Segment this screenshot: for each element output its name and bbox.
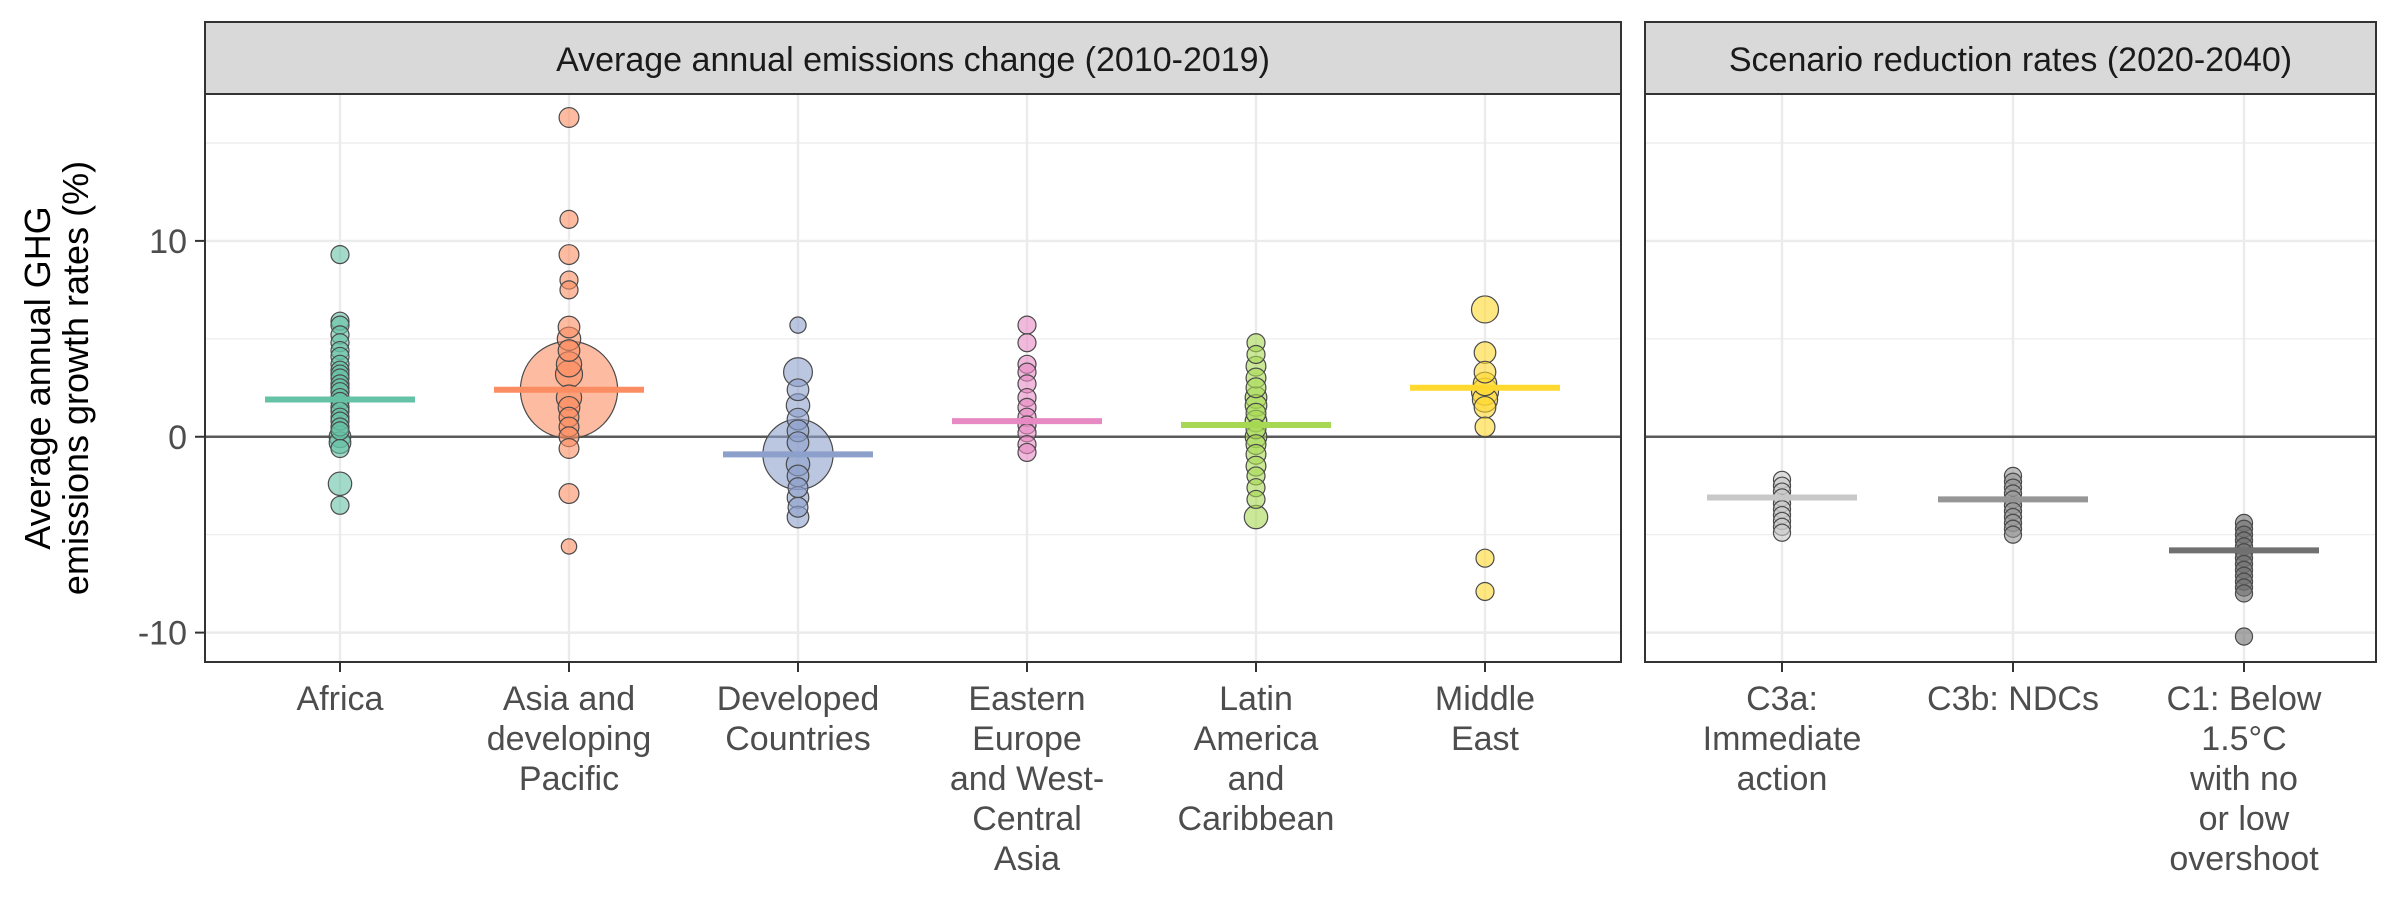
y-tick-label: -10 [138,615,187,653]
data-point [786,378,810,402]
y-axis-label-line: emissions growth rates (%) [55,161,96,595]
data-point [558,244,580,266]
data-point [1475,581,1495,602]
data-point [330,495,350,515]
x-tick-label: America [1194,720,1319,758]
data-point [559,280,579,300]
data-point [557,315,581,339]
data-point [787,496,809,518]
x-tick-label: Eastern [968,680,1085,718]
y-axis: 10 0 -10 [138,223,205,653]
x-tick-label: C1: Below [2167,680,2322,718]
x-tick-label: Pacific [519,760,619,798]
panel-title: Average annual emissions change (2010-20… [556,41,1270,79]
strip-background [1644,21,2377,95]
y-tick-label: 10 [149,223,187,261]
series-0 [265,245,415,515]
x-tick-label: developing [487,720,651,758]
data-point [2234,584,2254,603]
panel-title: Scenario reduction rates (2020-2040) [1729,41,2292,79]
series-1 [494,107,644,555]
x-tick-label: 1.5°C [2201,720,2286,758]
data-point [1473,395,1497,419]
data-point [330,438,350,459]
data-point [557,339,581,362]
data-point [1474,416,1496,438]
x-tick-label: overshoot [2169,840,2319,878]
data-point [789,316,807,334]
data-point [1772,523,1792,542]
x-tick-label: C3b: NDCs [1927,680,2099,718]
panel-1: Scenario reduction rates (2020-2040) C3a:… [1644,21,2377,878]
series-5 [1410,295,1560,602]
x-tick-label: C3a: [1746,680,1818,718]
series-2 [2169,513,2319,646]
data-point [1473,341,1497,364]
data-point [558,483,580,505]
x-tick-label: Central [972,800,1082,838]
series-0 [1707,470,1857,542]
data-point [330,421,350,441]
series-2 [723,316,873,529]
data-point [1017,315,1037,335]
x-tick-label: Developed [717,680,880,718]
x-tick-label: with no [2189,760,2298,798]
data-point [1475,548,1495,568]
x-tick-label: Europe [972,720,1082,758]
strip-background [204,21,1622,95]
data-point [560,538,578,555]
y-axis-label-line: Average annual GHG [17,206,58,550]
data-point [559,209,579,229]
data-point [2234,627,2254,646]
x-tick-label: Countries [725,720,871,758]
series-1 [1938,466,2088,544]
panel-background [1645,94,2376,662]
x-tick-label: East [1451,720,1520,758]
data-point [1470,295,1500,324]
series-3 [952,315,1102,463]
x-tick-label: Africa [297,680,384,718]
data-point [1017,442,1037,463]
data-point [787,477,809,499]
data-point [330,245,350,265]
x-tick-label: and [1228,760,1285,798]
data-point [558,438,580,460]
data-point [786,431,810,455]
x-tick-label: Immediate [1703,720,1862,758]
data-point [1246,489,1266,510]
x-tick-label: action [1737,760,1828,798]
series-4 [1181,333,1331,530]
data-point [1245,377,1267,399]
x-tick-label: and West- [950,760,1104,798]
data-point [2003,525,2023,544]
x-tick-label: or low [2199,800,2290,838]
x-tick-label: Asia and [503,680,635,718]
y-axis-label: Average annual GHGemissions growth rates… [17,161,96,595]
panel-0: Average annual emissions change (2010-20… [204,21,1622,878]
data-point [327,471,353,497]
data-point [1017,333,1037,353]
data-point [558,107,580,129]
x-tick-label: Middle [1435,680,1535,718]
panel-background [205,94,1621,662]
x-tick-label: Asia [994,840,1060,878]
y-tick-label: 0 [168,419,187,457]
x-tick-label: Latin [1219,680,1293,718]
data-point [1246,344,1266,365]
data-point [1473,360,1497,384]
x-tick-label: Caribbean [1178,800,1335,838]
